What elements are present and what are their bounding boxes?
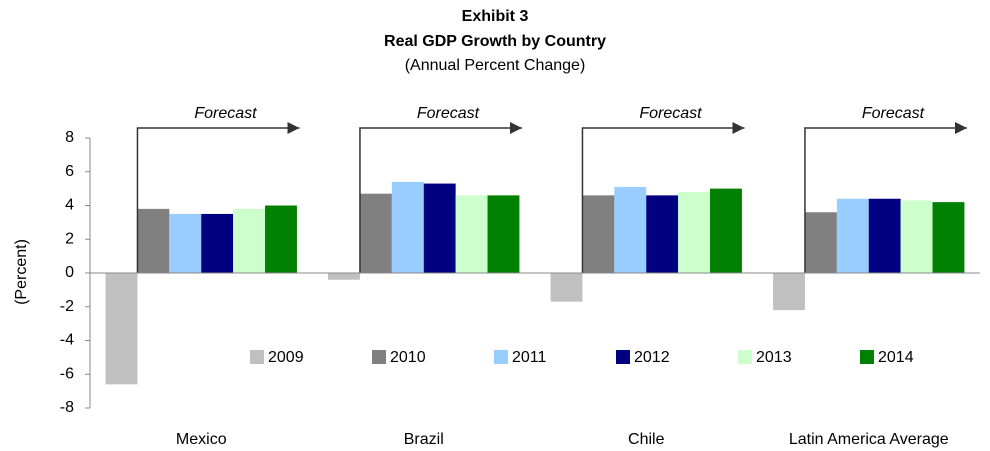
y-tick-label: 0 [65, 264, 74, 281]
legend-swatch [372, 350, 386, 364]
x-tick-label: Mexico [176, 431, 227, 448]
bar [423, 183, 456, 273]
bar [105, 273, 138, 385]
bar [773, 273, 805, 311]
legend-swatch [494, 350, 508, 364]
bar [359, 193, 392, 273]
bar [678, 192, 711, 273]
legend-label: 2009 [268, 349, 304, 366]
bar [836, 198, 869, 273]
y-tick-label: -4 [60, 332, 74, 349]
y-tick-label: 6 [65, 163, 74, 180]
bar [391, 181, 424, 273]
legend-label: 2011 [512, 349, 547, 366]
bar [137, 208, 170, 273]
chart-subtitle: Real GDP Growth by Country [384, 33, 606, 50]
forecast-arrow [581, 122, 745, 273]
y-tick-label: -6 [60, 365, 74, 382]
bar [233, 208, 266, 273]
bar [646, 195, 679, 273]
y-tick-label: -2 [60, 298, 74, 315]
bar [582, 195, 615, 273]
x-tick-label: Chile [628, 431, 665, 448]
legend-label: 2010 [390, 349, 426, 366]
chart-title: Exhibit 3 [462, 8, 529, 25]
annotation: Forecast [639, 105, 702, 122]
annotation: Forecast [417, 105, 480, 122]
bar [328, 273, 360, 280]
x-tick-label: Latin America Average [789, 431, 949, 448]
y-tick-label: 4 [65, 197, 74, 214]
forecast-arrow [359, 122, 522, 273]
annotation: Forecast [194, 105, 257, 122]
bar [868, 198, 901, 273]
legend-label: 2014 [878, 349, 914, 366]
chart-subtitle: (Annual Percent Change) [405, 57, 586, 74]
bar [710, 188, 742, 273]
bar [487, 195, 520, 273]
bar [169, 213, 202, 273]
legend-label: 2012 [634, 349, 670, 366]
x-tick-label: Brazil [404, 431, 444, 448]
bar [932, 202, 965, 273]
bar [614, 186, 647, 273]
bar [550, 273, 583, 302]
forecast-arrow [804, 122, 967, 273]
y-axis-label: (Percent) [13, 239, 30, 305]
legend-label: 2013 [756, 349, 792, 366]
bar [455, 195, 488, 273]
legend-swatch [738, 350, 752, 364]
y-tick-label: 2 [65, 230, 74, 247]
bar [804, 212, 837, 273]
legend-swatch [250, 350, 264, 364]
bar [900, 200, 933, 273]
legend-swatch [860, 350, 874, 364]
annotation: Forecast [862, 105, 925, 122]
bar [201, 213, 234, 273]
y-tick-label: 8 [65, 129, 74, 146]
legend-swatch [616, 350, 630, 364]
forecast-arrow [136, 122, 300, 273]
y-tick-label: -8 [60, 399, 74, 416]
bar [265, 205, 297, 273]
